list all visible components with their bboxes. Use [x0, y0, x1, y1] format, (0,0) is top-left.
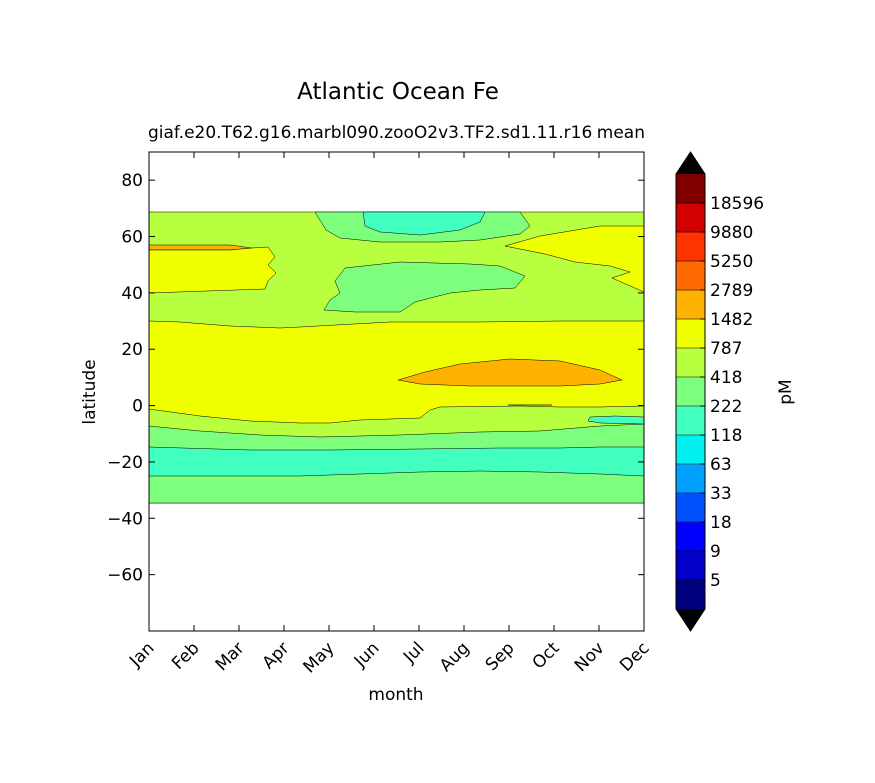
- x-axis-label: month: [368, 685, 423, 705]
- x-tick-label: Oct: [529, 638, 564, 673]
- colorbar-segment: [676, 551, 705, 581]
- colorbar-segment: [676, 580, 705, 610]
- colorbar-outline: [675, 151, 706, 632]
- region-yellow-north-patch-right: [504, 225, 644, 293]
- colorbar-tick-label: 63: [710, 455, 732, 475]
- y-axis-label: latitude: [80, 359, 100, 424]
- chart-subtitle-right: mean: [597, 123, 645, 143]
- colorbar-tick-label: 2789: [710, 281, 753, 301]
- colorbar-tick-label: 418: [710, 368, 742, 388]
- x-tick-label: Jul: [399, 638, 428, 667]
- y-tick-label: −40: [107, 509, 143, 529]
- x-tick-label: Jan: [125, 638, 158, 671]
- y-tick-label: −60: [107, 566, 143, 586]
- colorbar-segment: [676, 348, 705, 378]
- x-tick-label: Mar: [212, 638, 249, 675]
- colorbar-segment: [676, 377, 705, 407]
- colorbar-tick-label: 118: [710, 426, 742, 446]
- colorbar-tick-label: 222: [710, 397, 742, 417]
- colorbar-segment: [676, 232, 705, 262]
- region-yellow-north-patch: [149, 246, 277, 294]
- colorbar-segment: [676, 435, 705, 465]
- plot-area: [148, 151, 645, 632]
- y-tick-label: 40: [121, 284, 143, 304]
- colorbar-tick-label: 33: [710, 484, 732, 504]
- x-tick-label: May: [300, 638, 339, 677]
- colorbar-tick-label: 9880: [710, 223, 753, 243]
- colorbar-extend-bottom: [676, 609, 705, 631]
- x-tick-label: Nov: [571, 638, 609, 676]
- colorbar-tick-label: 787: [710, 339, 742, 359]
- region-south-cyan: [149, 446, 644, 477]
- colorbar-segment: [676, 261, 705, 291]
- colorbar-segment: [676, 406, 705, 436]
- region-orange-tropic: [397, 358, 623, 387]
- region-north-lightgreen-blob: [323, 261, 526, 313]
- chart-title: Atlantic Ocean Fe: [297, 79, 499, 105]
- colorbar-segment: [676, 319, 705, 349]
- x-tick-label: Jun: [350, 638, 384, 672]
- x-tick-label: Sep: [482, 638, 519, 675]
- colorbar-tick-label: 9: [710, 542, 721, 562]
- y-tick-label: −20: [107, 453, 143, 473]
- region-north-cyan-top: [362, 211, 486, 236]
- x-tick-label: Aug: [436, 638, 474, 676]
- colorbar-tick-label: 1482: [710, 310, 753, 330]
- colorbar-segment: [676, 174, 705, 204]
- axes-frame: [148, 151, 645, 632]
- x-tick-label: Feb: [168, 638, 203, 673]
- x-tick-label: Apr: [259, 638, 294, 673]
- colorbar-segment: [676, 493, 705, 523]
- colorbar-extend-top: [676, 152, 705, 174]
- colorbar-tick-label: 18596: [710, 194, 764, 214]
- y-tick-label: 0: [132, 397, 143, 417]
- chart-subtitle-left: giaf.e20.T62.g16.marbl090.zooO2v3.TF2.sd…: [148, 123, 592, 143]
- colorbar-segment: [676, 203, 705, 233]
- colorbar-tick-label: 5250: [710, 252, 753, 272]
- y-tick-label: 20: [121, 340, 143, 360]
- colorbar-tick-label: 18: [710, 513, 732, 533]
- y-tick-label: 80: [121, 171, 143, 191]
- colorbar: 5 9 18 33 63 118 222 418 787 1482 2789 5250 9880 1859…: [675, 151, 764, 632]
- colorbar-segment: [676, 290, 705, 320]
- y-tick-label: 60: [121, 228, 143, 248]
- x-tick-label: Dec: [616, 638, 653, 675]
- colorbar-label: pM: [776, 379, 796, 404]
- region-cyan-east-patch: [587, 415, 644, 425]
- colorbar-tick-label: 5: [710, 571, 721, 591]
- colorbar-segment: [676, 464, 705, 494]
- colorbar-segment: [676, 522, 705, 552]
- y-axis: 80 60 40 20 0 −20 −40 −60: [107, 171, 644, 586]
